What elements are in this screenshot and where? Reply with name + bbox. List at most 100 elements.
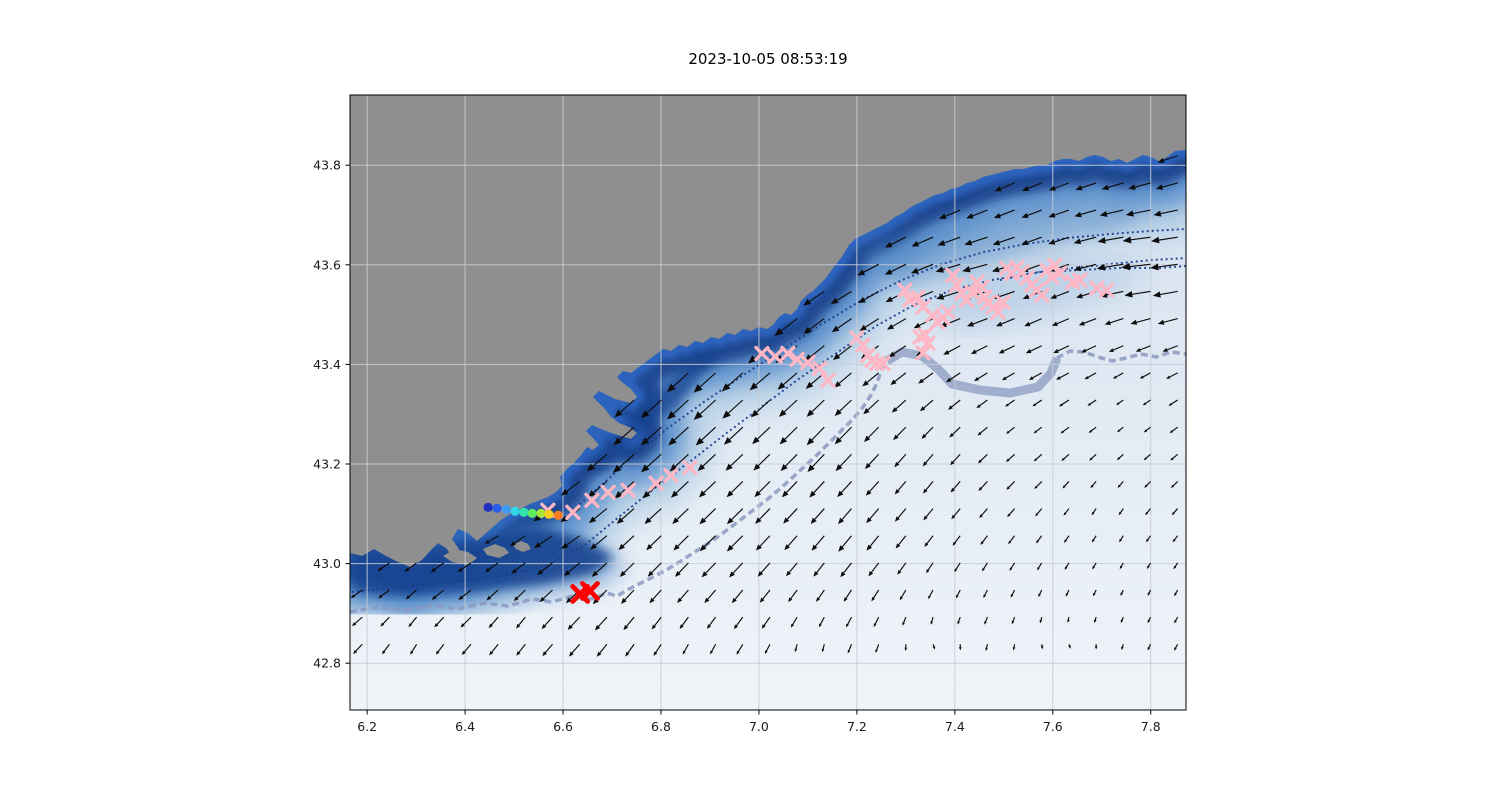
current-arrow-head	[911, 240, 920, 247]
current-arrow	[866, 426, 880, 440]
current-arrow	[762, 616, 771, 628]
current-arrow	[490, 643, 499, 654]
current-arrow	[671, 426, 689, 443]
current-arrow	[626, 643, 635, 655]
current-arrow-head	[541, 624, 547, 630]
current-arrow	[729, 535, 744, 550]
current-arrow	[674, 508, 689, 522]
current-arrow	[785, 508, 798, 522]
current-arrow-head	[1122, 236, 1132, 244]
current-arrow-head	[1005, 458, 1010, 463]
current-arrow	[1088, 399, 1097, 406]
current-arrow	[953, 535, 961, 545]
current-arrow-head	[991, 266, 1000, 273]
current-arrow	[589, 453, 608, 470]
current-arrow	[569, 616, 581, 629]
current-arrow	[724, 372, 744, 389]
current-arrow	[436, 643, 445, 654]
current-arrow	[730, 562, 744, 576]
current-arrow-head	[539, 596, 546, 603]
quiver-layer	[350, 155, 1179, 657]
x-tick-label: 7.6	[1043, 719, 1063, 734]
current-arrow-head	[1021, 212, 1029, 218]
pink-x-marker	[754, 345, 770, 362]
current-arrow-head	[726, 517, 734, 525]
current-arrow-head	[894, 461, 900, 468]
red-x-marker	[580, 581, 600, 601]
current-arrow-head	[697, 463, 706, 472]
current-arrow-head	[1135, 347, 1141, 352]
current-arrow	[952, 508, 961, 518]
current-arrow-head	[612, 464, 622, 473]
current-arrow-head	[778, 409, 787, 417]
current-arrow	[1051, 236, 1070, 244]
current-arrow-head	[932, 646, 936, 650]
current-arrow-head	[1139, 375, 1144, 379]
current-arrow	[978, 426, 988, 435]
current-arrow-head	[1021, 239, 1029, 245]
current-arrow-head	[1116, 457, 1121, 461]
pink-x-marker	[1047, 257, 1063, 273]
current-arrow	[916, 318, 934, 328]
current-arrow	[1127, 236, 1151, 241]
current-arrow-head	[1033, 430, 1037, 434]
current-arrow-head	[890, 379, 897, 386]
front-contour	[350, 360, 889, 614]
current-arrow	[654, 643, 662, 655]
current-arrow-head	[560, 515, 568, 523]
current-arrow	[1157, 209, 1178, 215]
current-arrow	[966, 263, 988, 271]
current-arrow	[728, 481, 744, 496]
current-arrow	[939, 263, 961, 272]
current-arrow-head	[873, 623, 877, 628]
current-arrow-head	[1056, 376, 1061, 380]
current-arrow-head	[1169, 430, 1174, 434]
current-arrow	[898, 562, 907, 574]
current-arrow-head	[922, 461, 928, 467]
current-arrow-head	[458, 595, 464, 601]
pink-x-marker	[964, 284, 980, 300]
x-tick-label: 7.4	[945, 719, 965, 734]
current-arrow	[760, 589, 771, 602]
current-arrow-head	[774, 327, 784, 336]
current-arrow	[757, 508, 771, 522]
current-arrow	[1125, 263, 1151, 268]
current-arrow	[834, 318, 852, 331]
current-arrow	[710, 643, 717, 653]
current-arrow-head	[733, 624, 739, 630]
current-arrow-head	[485, 567, 491, 573]
pink-x-marker	[648, 475, 664, 492]
current-arrow	[593, 562, 608, 575]
x-tick-label: 7.8	[1141, 719, 1161, 734]
current-arrow-head	[985, 647, 988, 652]
current-arrow-head	[725, 463, 733, 471]
pink-x-marker	[812, 360, 828, 377]
current-arrow-head	[618, 543, 625, 551]
current-arrow	[945, 345, 961, 354]
current-arrow-head	[875, 649, 878, 653]
current-arrow	[979, 481, 988, 490]
trajectory-dot	[527, 508, 537, 518]
current-arrow-head	[752, 436, 760, 445]
current-arrow	[867, 508, 880, 522]
current-arrow	[1025, 182, 1042, 191]
current-arrow-head	[834, 409, 842, 416]
current-arrow-head	[1097, 237, 1106, 244]
current-arrow	[592, 535, 608, 548]
island	[483, 544, 509, 558]
current-arrow	[756, 481, 771, 495]
current-arrow-head	[672, 517, 680, 525]
current-arrow-head	[1084, 375, 1089, 380]
current-arrow-head	[701, 571, 708, 578]
current-arrow	[969, 209, 988, 218]
current-arrow-head	[832, 353, 841, 361]
current-arrow-head	[1036, 540, 1039, 544]
current-arrow	[996, 290, 1015, 299]
current-arrow	[513, 562, 526, 573]
current-arrow-head	[926, 569, 930, 574]
pink-x-marker	[875, 355, 891, 372]
current-arrow-head	[704, 597, 710, 604]
current-arrow	[353, 616, 363, 626]
current-arrow	[809, 453, 825, 470]
current-arrow-head	[1142, 402, 1147, 406]
